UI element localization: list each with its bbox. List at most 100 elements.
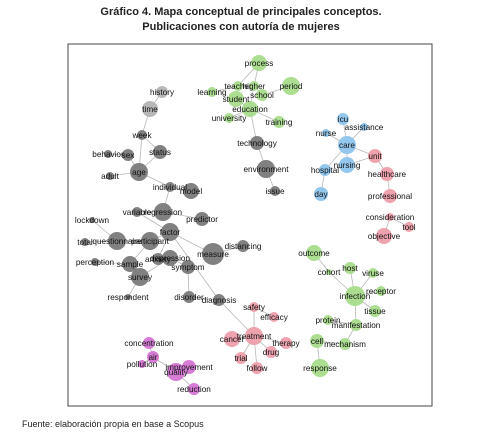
node-infection [345,286,365,306]
label-status: status [149,148,171,157]
node-environment [257,160,275,178]
node-total [81,238,89,246]
chart-subtitle: Publicaciones con autoría de mujeres [142,21,340,33]
node-education [242,101,258,117]
node-therapy [280,337,292,349]
node-safety [249,302,259,312]
node-cancer [224,331,240,347]
node-trial [235,352,247,364]
node-technology [250,136,264,150]
node-teacher [233,81,243,91]
label-professional: professional [368,192,412,201]
node-diagnosis [213,294,225,306]
label-respondent: respondent [108,293,150,302]
label-infection: infection [340,292,371,301]
node-professional [383,189,397,203]
label-tissue: tissue [364,307,386,316]
label-university: university [212,114,247,123]
label-manifestation: manifestation [332,321,381,330]
node-training [273,116,285,128]
label-process: process [245,59,274,68]
label-cohort: cohort [318,268,341,277]
node-age [130,163,148,181]
label-predictor: predictor [186,215,218,224]
node-symptom [181,260,195,274]
label-behavior: behavior [92,150,124,159]
node-predictor [195,212,209,226]
node-nurse [322,129,330,137]
label-education: education [232,105,268,114]
node-measure [202,243,224,265]
label-efficacy: efficacy [260,313,289,322]
label-school: school [250,91,274,100]
node-depression [162,250,178,266]
label-quality: quality [164,368,189,377]
label-sex: sex [122,151,135,160]
label-questionnaire: questionnaire [92,237,142,246]
node-objective [376,228,392,244]
label-sample: sample [117,260,144,269]
node-outcome [306,245,322,261]
node-icu [337,113,349,125]
node-factor [161,223,179,241]
node-drug [265,346,277,358]
label-day: day [314,190,328,199]
node-tool [404,222,414,232]
source-note: Fuente: elaboración propia en base a Sco… [22,419,204,429]
label-concentration: concentration [124,339,174,348]
label-follow: follow [247,364,268,373]
node-disorder [183,291,195,303]
node-school [256,89,268,101]
label-depression: depression [150,254,191,263]
node-week [137,130,147,140]
label-protein: protein [315,316,340,325]
label-period: period [280,82,303,91]
node-air [147,351,159,363]
node-quality [167,363,185,381]
label-trial: trial [234,354,247,363]
node-status [153,145,167,159]
label-outcome: outcome [298,249,330,258]
node-response [311,359,329,377]
label-nurse: nurse [316,129,337,138]
node-mechanism [339,338,351,350]
node-period [282,77,300,95]
node-adult [106,172,114,180]
label-hospital: hospital [311,166,339,175]
label-perception: perception [76,258,115,267]
label-model: model [180,187,202,196]
label-host: host [342,264,358,273]
label-week: week [131,131,152,140]
label-objective: objective [368,232,401,241]
node-improvement [182,360,196,374]
label-distancing: distancing [225,242,262,251]
node-time [142,101,158,117]
label-factor: factor [160,228,181,237]
label-improvement: improvement [165,363,213,372]
label-variable: variable [123,208,152,217]
label-adult: adult [101,172,119,181]
node-assistance [360,123,368,131]
node-learning [207,87,217,97]
node-sex [122,149,134,161]
node-model [183,183,199,199]
label-total: total [77,238,93,247]
label-regression: regression [144,208,183,217]
label-tool: tool [402,223,415,232]
label-diagnosis: diagnosis [202,296,237,305]
node-university [224,113,234,123]
node-host [344,262,356,274]
label-viruse: viruse [362,269,384,278]
label-individual: individual [153,183,187,192]
node-viruse [368,268,378,278]
label-therapy: therapy [272,339,300,348]
node-regression [154,203,172,221]
label-reduction: reduction [177,385,211,394]
label-higher: higher [243,82,266,91]
node-respondent [125,294,131,300]
label-learning: learning [197,88,227,97]
node-consideration [386,213,394,221]
label-mechanism: mechanism [324,340,366,349]
